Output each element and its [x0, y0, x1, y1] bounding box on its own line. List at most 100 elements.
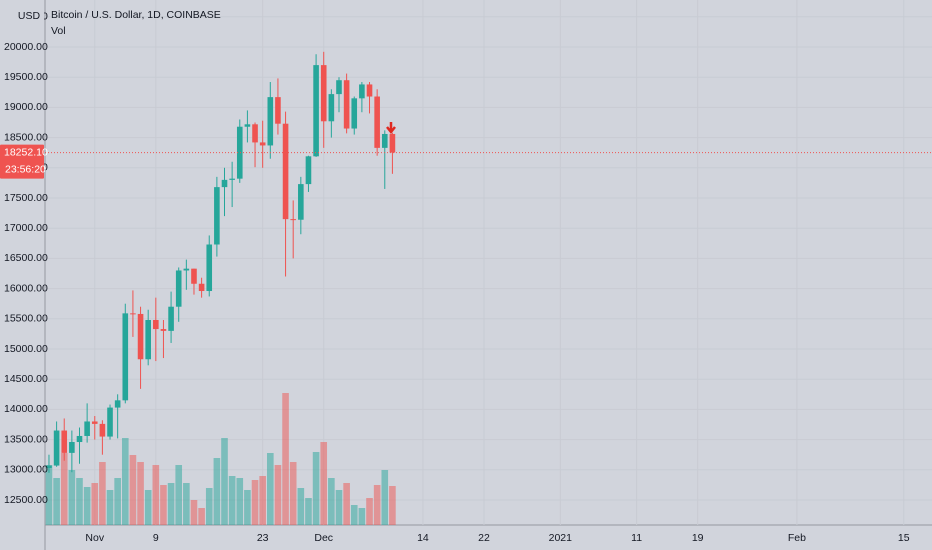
volume-bar [213, 458, 221, 525]
y-tick-label: 12500.00 [4, 494, 48, 506]
candle-body [160, 329, 167, 331]
candle-body [275, 97, 281, 124]
volume-bar [106, 490, 114, 525]
volume-bar [350, 505, 358, 525]
candle-body [61, 430, 68, 453]
candle-body [198, 283, 205, 292]
candle-body [298, 184, 304, 220]
candle-body [336, 80, 342, 95]
volume-bar [175, 465, 183, 525]
countdown: 23:56:20 [5, 163, 46, 175]
y-tick-label: 16500.00 [4, 252, 48, 264]
volume-bar [274, 465, 282, 525]
last-price-label: 18252.10 [4, 146, 48, 158]
candle-body [389, 133, 396, 153]
volume-bar [121, 438, 129, 525]
candle-body [145, 320, 151, 360]
volume-bar [53, 478, 60, 525]
candle-body [91, 421, 98, 424]
candle-body [206, 244, 213, 292]
volume-bar [99, 462, 106, 525]
candle-body [244, 124, 251, 127]
candle-body [366, 84, 373, 97]
x-tick-label: 11 [631, 532, 642, 544]
volume-bar [343, 483, 350, 525]
y-tick-label: 18500.00 [4, 131, 48, 143]
volume-bar [266, 453, 274, 525]
x-tick-label: 9 [153, 532, 159, 544]
candle-body [53, 430, 60, 466]
candle-body [137, 313, 144, 360]
y-tick-label: 14500.00 [4, 373, 48, 385]
y-tick-label: 13000.00 [4, 464, 48, 476]
volume-bar [205, 488, 213, 525]
y-tick-label: 14000.00 [4, 403, 48, 415]
x-tick-label: Nov [85, 532, 104, 544]
candle-body [351, 98, 358, 129]
x-tick-label: 2021 [549, 532, 573, 544]
candle-body [259, 142, 266, 146]
candle-body [320, 65, 327, 122]
candle-body [374, 96, 380, 148]
y-tick-label: 15000.00 [4, 343, 48, 355]
candle-body [214, 187, 220, 245]
candle-body [107, 407, 113, 437]
x-tick-label: 15 [898, 532, 910, 544]
volume-bar [244, 490, 251, 525]
candle-body [252, 124, 258, 143]
volume-bar [76, 478, 83, 525]
candle-body [305, 156, 312, 185]
volume-bar [358, 508, 366, 525]
candle-body [267, 97, 274, 146]
volume-bar [320, 442, 328, 525]
volume-bar [373, 485, 381, 525]
candle-body [229, 178, 235, 180]
volume-bar [366, 498, 373, 525]
y-tick-label: 17500.00 [4, 192, 48, 204]
volume-bar [312, 452, 320, 525]
candle-body [313, 65, 319, 157]
volume-bar [167, 483, 175, 525]
candle-body [99, 423, 106, 437]
candle-body [328, 94, 335, 122]
volume-bar [160, 485, 167, 525]
volume-bar [305, 498, 312, 525]
volume-bar [129, 455, 137, 525]
volume-bar [137, 462, 144, 525]
candle-body [221, 179, 228, 188]
volume-bar [381, 470, 389, 525]
volume-bar [389, 486, 396, 525]
candle-body [191, 268, 197, 284]
volume-bar [297, 488, 305, 525]
candle-body [381, 133, 388, 148]
candle-body [122, 313, 129, 401]
candle-body [175, 270, 182, 307]
volume-bar [45, 465, 53, 525]
y-tick-label: 13500.00 [4, 433, 48, 445]
sell-signal-arrow [386, 122, 396, 135]
candle-body [153, 320, 159, 330]
volume-bar [144, 490, 152, 525]
chart-title: Bitcoin / U.S. Dollar, 1D, COINBASE [51, 9, 221, 21]
volume-bar [251, 480, 259, 525]
y-tick-label: 15500.00 [4, 313, 48, 325]
last-price-badge [0, 144, 44, 179]
volume-bar [60, 453, 68, 525]
volume-bar [259, 476, 266, 525]
candle-body [359, 84, 365, 99]
volume-label: Vol [51, 25, 66, 37]
volume-bar [221, 438, 228, 525]
volume-bar [152, 465, 160, 525]
volume-bar [68, 470, 76, 525]
candle-body [343, 80, 350, 129]
candle-body [114, 400, 121, 408]
volume-bar [198, 508, 205, 525]
candle-body [46, 465, 52, 468]
candle-body [69, 442, 75, 453]
x-tick-label: 23 [257, 532, 269, 544]
volume-bar [289, 462, 297, 525]
volume-bar [236, 478, 244, 525]
candle-body [168, 306, 174, 331]
volume-bar [91, 483, 99, 525]
